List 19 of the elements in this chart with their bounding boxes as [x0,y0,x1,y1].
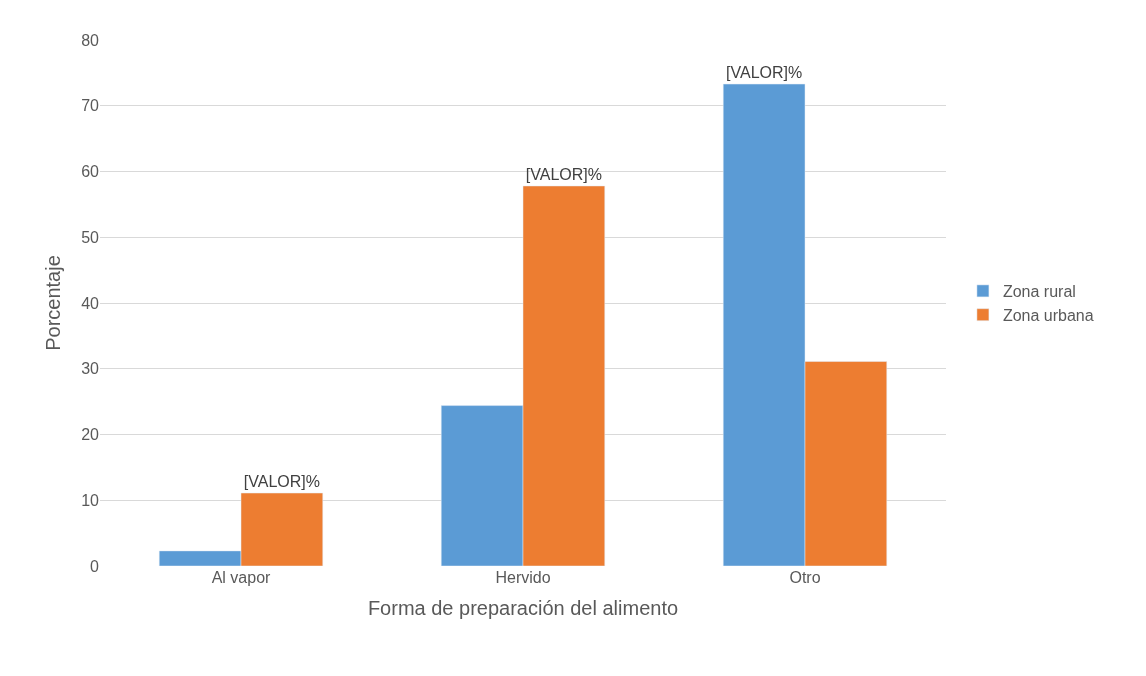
x-tick-label: Otro [789,569,821,586]
y-tick-label: 70 [81,97,100,115]
y-tick-label: 50 [81,228,100,246]
data-label: [VALOR]% [525,165,602,183]
x-tick-label: Hervido [495,569,551,586]
y-tick-label: 0 [90,557,100,575]
data-label: [VALOR]% [243,473,320,491]
y-tick-label: 60 [81,163,100,181]
y-tick-label: 30 [81,360,100,378]
data-label: [VALOR]% [726,64,803,82]
y-tick-label: 80 [81,31,100,49]
x-tick-label: Al vapor [211,569,272,586]
y-tick-label: 40 [81,294,100,312]
y-axis-title: Porcentaje [41,255,64,351]
y-tick-label: 10 [81,491,100,509]
legend-label: Zona urbana [1002,306,1094,324]
x-axis-title: Forma de preparación del alimento [367,596,679,619]
legend-label: Zona rural [1002,283,1076,301]
y-tick-label: 20 [81,426,100,444]
